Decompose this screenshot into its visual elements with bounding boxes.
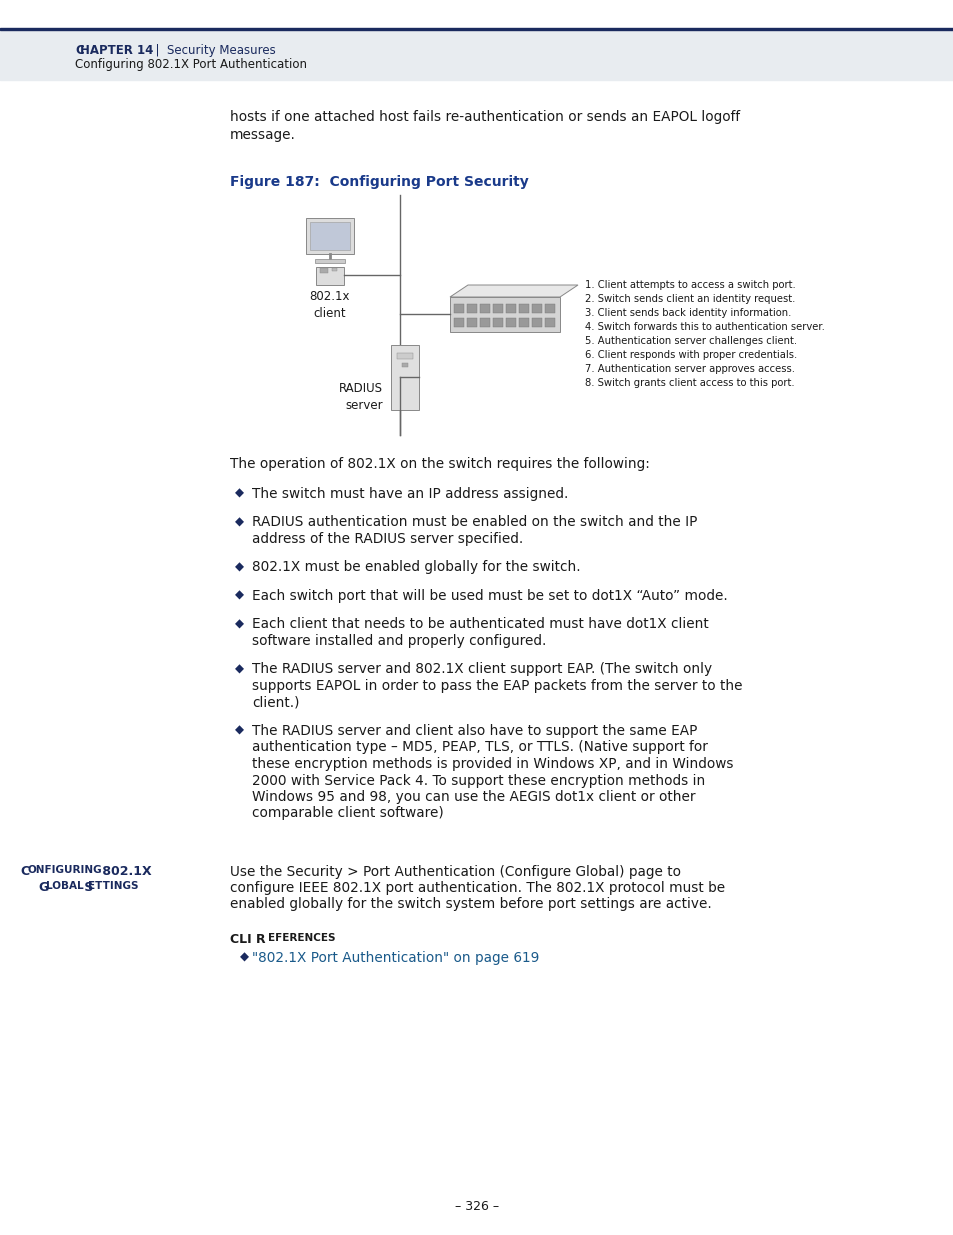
Bar: [396, 353, 413, 359]
Bar: [0, 0, 953, 28]
Text: – 326 –: – 326 –: [455, 1200, 498, 1213]
Text: C: C: [20, 864, 30, 878]
Bar: [314, 259, 345, 263]
Bar: [401, 363, 408, 367]
Bar: [315, 267, 344, 285]
Bar: [391, 345, 418, 410]
Text: ◆: ◆: [234, 618, 244, 631]
Text: ◆: ◆: [234, 561, 244, 573]
Bar: [493, 317, 502, 327]
Text: C: C: [75, 44, 84, 57]
Text: ◆: ◆: [234, 724, 244, 737]
Bar: [310, 222, 350, 249]
Bar: [450, 296, 559, 332]
Bar: [319, 268, 328, 273]
Text: client.): client.): [252, 695, 299, 709]
Bar: [0, 28, 953, 30]
Bar: [454, 304, 463, 312]
Bar: [532, 304, 541, 312]
Text: EFERENCES: EFERENCES: [268, 932, 335, 944]
Bar: [493, 304, 502, 312]
Text: 6. Client responds with proper credentials.: 6. Client responds with proper credentia…: [584, 350, 797, 359]
Text: The operation of 802.1X on the switch requires the following:: The operation of 802.1X on the switch re…: [230, 457, 649, 471]
Bar: [505, 304, 516, 312]
Text: Windows 95 and 98, you can use the AEGIS dot1x client or other: Windows 95 and 98, you can use the AEGIS…: [252, 790, 695, 804]
Text: LOBAL: LOBAL: [46, 881, 84, 890]
Text: ETTINGS: ETTINGS: [88, 881, 138, 890]
Bar: [505, 317, 516, 327]
Polygon shape: [450, 285, 578, 296]
Text: hosts if one attached host fails re-authentication or sends an EAPOL logoff: hosts if one attached host fails re-auth…: [230, 110, 740, 124]
Text: "802.1X Port Authentication" on page 619: "802.1X Port Authentication" on page 619: [252, 951, 538, 965]
Bar: [544, 304, 555, 312]
Text: HAPTER 14: HAPTER 14: [80, 44, 153, 57]
Bar: [479, 304, 490, 312]
Text: S: S: [80, 881, 93, 894]
Bar: [332, 268, 336, 270]
Text: 802.1X: 802.1X: [98, 864, 152, 878]
Text: Use the Security > Port Authentication (Configure Global) page to: Use the Security > Port Authentication (…: [230, 864, 680, 879]
Bar: [306, 219, 354, 254]
Text: Figure 187:  Configuring Port Security: Figure 187: Configuring Port Security: [230, 175, 528, 189]
Bar: [479, 317, 490, 327]
Text: address of the RADIUS server specified.: address of the RADIUS server specified.: [252, 532, 522, 546]
Text: The RADIUS server and 802.1X client support EAP. (The switch only: The RADIUS server and 802.1X client supp…: [252, 662, 711, 677]
Text: 3. Client sends back identity information.: 3. Client sends back identity informatio…: [584, 308, 791, 317]
Bar: [532, 317, 541, 327]
Text: The RADIUS server and client also have to support the same EAP: The RADIUS server and client also have t…: [252, 724, 697, 739]
Text: ONFIGURING: ONFIGURING: [28, 864, 103, 876]
Text: 802.1X must be enabled globally for the switch.: 802.1X must be enabled globally for the …: [252, 561, 580, 574]
Text: ◆: ◆: [234, 589, 244, 601]
Text: 5. Authentication server challenges client.: 5. Authentication server challenges clie…: [584, 336, 797, 346]
Text: 4. Switch forwards this to authentication server.: 4. Switch forwards this to authenticatio…: [584, 322, 824, 332]
Text: 2000 with Service Pack 4. To support these encryption methods in: 2000 with Service Pack 4. To support the…: [252, 773, 704, 788]
Bar: [518, 317, 529, 327]
Text: 802.1x
client: 802.1x client: [310, 290, 350, 320]
Text: RADIUS authentication must be enabled on the switch and the IP: RADIUS authentication must be enabled on…: [252, 515, 697, 530]
Text: |  Security Measures: | Security Measures: [148, 44, 275, 57]
Text: ◆: ◆: [234, 662, 244, 676]
Text: authentication type – MD5, PEAP, TLS, or TTLS. (Native support for: authentication type – MD5, PEAP, TLS, or…: [252, 741, 707, 755]
Text: 2. Switch sends client an identity request.: 2. Switch sends client an identity reque…: [584, 294, 795, 304]
Text: Each switch port that will be used must be set to dot1X “Auto” mode.: Each switch port that will be used must …: [252, 589, 727, 603]
Text: software installed and properly configured.: software installed and properly configur…: [252, 634, 546, 648]
Text: message.: message.: [230, 128, 295, 142]
Text: 7. Authentication server approves access.: 7. Authentication server approves access…: [584, 364, 794, 374]
Bar: [0, 30, 953, 80]
Text: ◆: ◆: [234, 487, 244, 500]
Bar: [518, 304, 529, 312]
Text: Configuring 802.1X Port Authentication: Configuring 802.1X Port Authentication: [75, 58, 307, 70]
Text: Each client that needs to be authenticated must have dot1X client: Each client that needs to be authenticat…: [252, 618, 708, 631]
Bar: [467, 304, 476, 312]
Text: these encryption methods is provided in Windows XP, and in Windows: these encryption methods is provided in …: [252, 757, 733, 771]
Text: ◆: ◆: [240, 951, 249, 965]
Text: 8. Switch grants client access to this port.: 8. Switch grants client access to this p…: [584, 378, 794, 388]
Text: configure IEEE 802.1X port authentication. The 802.1X protocol must be: configure IEEE 802.1X port authenticatio…: [230, 881, 724, 895]
Text: ◆: ◆: [234, 515, 244, 529]
Text: supports EAPOL in order to pass the EAP packets from the server to the: supports EAPOL in order to pass the EAP …: [252, 679, 741, 693]
Text: CLI R: CLI R: [230, 932, 265, 946]
Bar: [544, 317, 555, 327]
Text: The switch must have an IP address assigned.: The switch must have an IP address assig…: [252, 487, 568, 501]
Bar: [467, 317, 476, 327]
Text: RADIUS
server: RADIUS server: [338, 382, 382, 412]
Bar: [454, 317, 463, 327]
Text: enabled globally for the switch system before port settings are active.: enabled globally for the switch system b…: [230, 897, 711, 911]
Text: comparable client software): comparable client software): [252, 806, 443, 820]
Text: 1. Client attempts to access a switch port.: 1. Client attempts to access a switch po…: [584, 280, 795, 290]
Text: G: G: [38, 881, 49, 894]
